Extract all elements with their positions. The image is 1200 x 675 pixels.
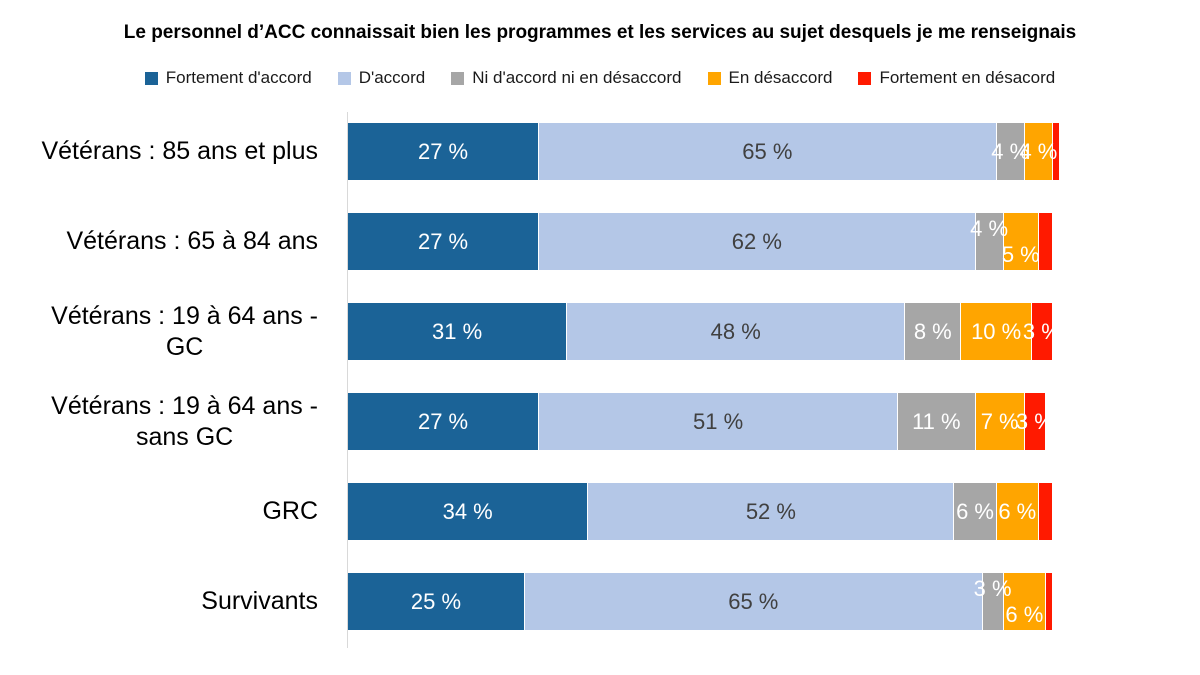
bar-segment-2: 48 % [566,303,905,360]
bar-segment-3: 4 % [991,123,1029,180]
bar-segment-3: 8 % [904,303,961,360]
bar-value-label: 3 % [1022,318,1061,344]
bar-value-label: 4 % [991,138,1030,164]
bar-value-label: 6 % [998,498,1037,524]
bar-value-label: 65 % [742,138,793,164]
bar-segment-4: 6 % [995,483,1038,540]
chart-row: 27 % 51 % 11 % 7 % 3 % [348,393,1054,450]
bar-value-label: 48 % [710,318,761,344]
chart-row: 34 % 52 % 6 % 6 % [348,483,1052,540]
bar-value-label: 7 % [980,408,1019,434]
bar-value-label: 27 % [417,138,469,164]
category-label: Vétérans : 65 à 84 ans [66,227,318,256]
legend-item: Fortement en désacord [858,68,1055,88]
bar-segment-4: 7 % [974,393,1024,450]
bar-segment-2: 62 % [538,213,975,270]
chart-title: Le personnel d’ACC connaissait bien les … [123,22,1077,43]
bar-segment-1: 27 % [348,213,539,270]
bar-value-label: 62 % [731,228,782,254]
legend-label: Ni d'accord ni en désaccord [472,68,682,87]
chart-row: 25 % 65 % 3 % 6 % [348,573,1052,630]
bar-segment-1: 27 % [348,393,539,450]
bar-segment-2: 65 % [524,573,982,630]
bar-value-label: 51 % [693,408,744,434]
bar-segment-5 [1037,483,1052,540]
bar-segment-4: 4 % [1019,123,1057,180]
bar-value-label: 5 % [1001,241,1040,267]
legend-label: Fortement en désacord [879,68,1056,87]
bar-segment-4: 5 % [1001,213,1040,270]
category-label: Vétérans : 85 ans et plus [41,137,318,166]
bar-segment-1: 31 % [348,303,567,360]
bar-segment-3: 6 % [953,483,996,540]
bar-value-label: 4 % [970,215,1009,241]
chart-row: 31 % 48 % 8 % 10 % 3 % [348,303,1061,360]
category-label: Survivants [201,587,318,616]
legend-item: D'accord [337,68,426,88]
bar-value-label: 27 % [417,408,469,434]
legend-swatch-icon [451,71,465,85]
bar-value-label: 11 % [912,408,961,434]
bar-value-label: 27 % [417,228,469,254]
category-label: Vétérans : 19 à 64 ans - sans GC [51,392,318,451]
bar-segment-3: 4 % [970,213,1008,270]
bar-segment-5 [1037,213,1052,270]
y-axis-line [347,112,348,648]
bar-segment-1: 27 % [348,123,539,180]
legend-swatch-icon [707,71,721,85]
bar-value-label: 34 % [442,498,493,524]
chart-row: 27 % 65 % 4 % 4 % [348,123,1060,180]
legend-swatch-icon [337,71,351,85]
bar-value-label: 6 % [956,498,995,524]
bar-value-label: 25 % [410,588,462,614]
legend-label: Fortement d'accord [165,68,312,87]
bar-segment-1: 25 % [348,573,524,630]
legend-item: En désaccord [707,68,833,88]
bar-segment-5: 3 % [1023,303,1061,360]
legend-label: D'accord [358,68,426,87]
legend-item: Ni d'accord ni en désaccord [451,68,682,88]
bar-segment-5: 3 % [1016,393,1054,450]
bar-value-label: 10 % [971,318,1022,344]
bar-value-label: 65 % [728,588,779,614]
bar-value-label: 4 % [1019,138,1058,164]
bar-segment-3: 3 % [974,573,1012,630]
category-label: Vétérans : 19 à 64 ans - GC [51,302,318,361]
bar-segment-2: 51 % [538,393,898,450]
legend-swatch-icon [144,71,158,85]
bar-value-label: 3 % [1015,408,1054,434]
bar-segment-5 [1051,123,1060,180]
chart-row: 27 % 62 % 4 % 5 % [348,213,1052,270]
bar-segment-3: 11 % [897,393,975,450]
bar-segment-2: 65 % [538,123,996,180]
legend-label: En désaccord [728,68,833,87]
legend-swatch-icon [858,71,872,85]
bar-segment-2: 52 % [587,483,954,540]
chart-legend: Fortement d'accord D'accord Ni d'accord ni… [0,68,1200,88]
legend-item: Fortement d'accord [144,68,312,88]
bar-value-label: 3 % [973,575,1012,601]
bar-value-label: 52 % [745,498,796,524]
bar-value-label: 31 % [432,318,483,344]
bar-value-label: 8 % [913,318,952,344]
bar-segment-4: 10 % [960,303,1031,360]
category-label: GRC [262,497,318,526]
bar-segment-4: 6 % [1002,573,1045,630]
bar-segment-5 [1044,573,1052,630]
bar-value-label: 6 % [1005,601,1044,627]
bar-segment-1: 34 % [348,483,588,540]
